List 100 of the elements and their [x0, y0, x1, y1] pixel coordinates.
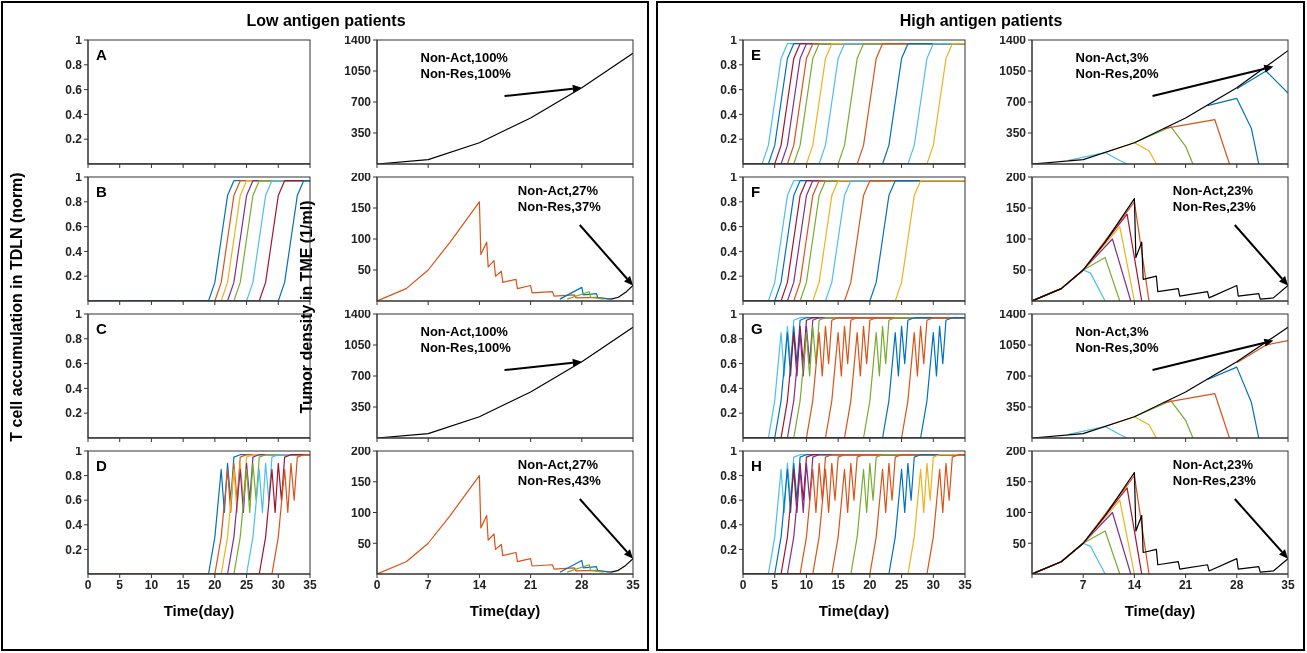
y-tick-label: 0.2 — [65, 269, 83, 284]
y-tick-label: 0.2 — [65, 542, 83, 557]
annotation: Non-Act,23% Non-Res,23% — [1172, 457, 1257, 488]
y-tick-label: 0.8 — [720, 195, 738, 210]
x-tick-label: 15 — [176, 577, 191, 592]
y-tick-label: 50 — [1012, 536, 1027, 551]
x-tick-label: 0 — [739, 577, 747, 592]
x-tick-label: 25 — [239, 577, 254, 592]
x-tick-label: 14 — [1127, 577, 1142, 592]
y-tick-label: 1 — [75, 307, 83, 322]
y-tick-label: 150 — [1005, 201, 1027, 216]
y-tick-label: 100 — [350, 505, 372, 520]
y-tick-label: 150 — [1005, 475, 1027, 490]
annotation: E — [751, 46, 762, 63]
annotation: C — [96, 320, 107, 337]
y-tick-label: 0.2 — [720, 132, 738, 147]
x-tick-label: 10 — [144, 577, 159, 592]
x-tick-label: 5 — [771, 577, 779, 592]
y-tick-label: 0.2 — [720, 406, 738, 421]
x-tick-label: 15 — [831, 577, 846, 592]
y-tick-label: 1 — [75, 444, 83, 459]
y-tick-label: 0.6 — [720, 219, 738, 234]
y-tick-label: 1050 — [344, 338, 372, 353]
x-tick-label: 30 — [926, 577, 941, 592]
x-tick-label: 25 — [894, 577, 909, 592]
x-axis-title: Time(day) — [163, 602, 235, 619]
y-tick-label: 200 — [350, 170, 372, 185]
y-tick-label: 1050 — [999, 338, 1027, 353]
y-tick-label: 0.4 — [720, 381, 738, 396]
y-tick-label: 0.8 — [720, 332, 738, 347]
annotation: G — [751, 320, 763, 337]
x-tick-label: 35 — [1281, 577, 1295, 592]
y-tick-label: 200 — [350, 444, 372, 459]
x-tick-label: 21 — [523, 577, 538, 592]
y-tick-label: 0.2 — [720, 542, 738, 557]
y-tick-label: 350 — [350, 400, 372, 415]
y-tick-label: 1050 — [344, 64, 372, 79]
annotation: F — [751, 183, 761, 200]
annotation: Non-Act,100% Non-Res,100% — [420, 50, 512, 81]
y-tick-label: 0.4 — [65, 518, 83, 533]
y-tick-label: 1 — [75, 33, 83, 48]
y-tick-label: 150 — [350, 201, 372, 216]
y-tick-label: 1400 — [344, 33, 372, 48]
y-tick-label: 1400 — [344, 307, 372, 322]
x-axis-title: Time(day) — [469, 602, 541, 619]
y-tick-label: 0.6 — [65, 356, 83, 371]
y-tick-label: 1 — [75, 170, 83, 185]
y-tick-label: 1400 — [999, 33, 1027, 48]
x-tick-label: 0 — [84, 577, 92, 592]
x-tick-label: 10 — [799, 577, 814, 592]
chart-title: High antigen patients — [899, 12, 1063, 29]
y-tick-label: 0.8 — [65, 58, 83, 73]
y-tick-label: 0.4 — [65, 244, 83, 259]
y-tick-label: 0.6 — [720, 493, 738, 508]
y-tick-label: 0.6 — [65, 219, 83, 234]
x-tick-label: 35 — [958, 577, 972, 592]
annotation: Non-Act,23% Non-Res,23% — [1172, 183, 1257, 214]
y-tick-label: 200 — [1005, 170, 1027, 185]
y-tick-label: 700 — [1005, 95, 1027, 110]
y-axis-title: Tumor density in TME (1/ml) — [298, 200, 315, 414]
y-tick-label: 0.6 — [720, 356, 738, 371]
y-tick-label: 0.6 — [65, 82, 83, 97]
y-tick-label: 0.6 — [65, 493, 83, 508]
chart-title: Low antigen patients — [246, 12, 406, 29]
y-tick-label: 50 — [357, 263, 372, 278]
y-tick-label: 0.8 — [720, 58, 738, 73]
x-axis-title: Time(day) — [1124, 602, 1196, 619]
y-tick-label: 50 — [1012, 263, 1027, 278]
y-tick-label: 0.8 — [65, 195, 83, 210]
x-tick-label: 35 — [626, 577, 640, 592]
y-tick-label: 1050 — [999, 64, 1027, 79]
annotation: B — [96, 183, 107, 200]
x-tick-label: 30 — [271, 577, 286, 592]
annotation: Non-Act,100% Non-Res,100% — [420, 324, 512, 355]
y-tick-label: 50 — [357, 536, 372, 551]
y-tick-label: 0.4 — [720, 107, 738, 122]
y-tick-label: 0.4 — [720, 244, 738, 259]
y-tick-label: 700 — [350, 95, 372, 110]
x-axis-title: Time(day) — [818, 602, 890, 619]
annotation: Non-Act,27% Non-Res,43% — [517, 457, 602, 488]
y-tick-label: 350 — [1005, 400, 1027, 415]
annotation: H — [751, 457, 762, 474]
y-tick-label: 700 — [350, 369, 372, 384]
x-tick-label: 28 — [1230, 577, 1244, 592]
annotation: D — [96, 457, 107, 474]
y-tick-label: 1 — [730, 444, 738, 459]
x-tick-label: 0 — [373, 577, 381, 592]
x-tick-label: 14 — [472, 577, 487, 592]
y-tick-label: 1400 — [999, 307, 1027, 322]
y-tick-label: 0.8 — [65, 468, 83, 483]
y-tick-label: 200 — [1005, 444, 1027, 459]
y-tick-label: 0.4 — [720, 518, 738, 533]
y-tick-label: 100 — [1005, 505, 1027, 520]
y-tick-label: 0.6 — [720, 82, 738, 97]
y-tick-label: 0.2 — [65, 406, 83, 421]
y-tick-label: 1 — [730, 33, 738, 48]
x-tick-label: 20 — [863, 577, 877, 592]
annotation: Non-Act,3% Non-Res,20% — [1075, 50, 1160, 81]
y-tick-label: 0.4 — [65, 107, 83, 122]
x-tick-label: 5 — [116, 577, 124, 592]
